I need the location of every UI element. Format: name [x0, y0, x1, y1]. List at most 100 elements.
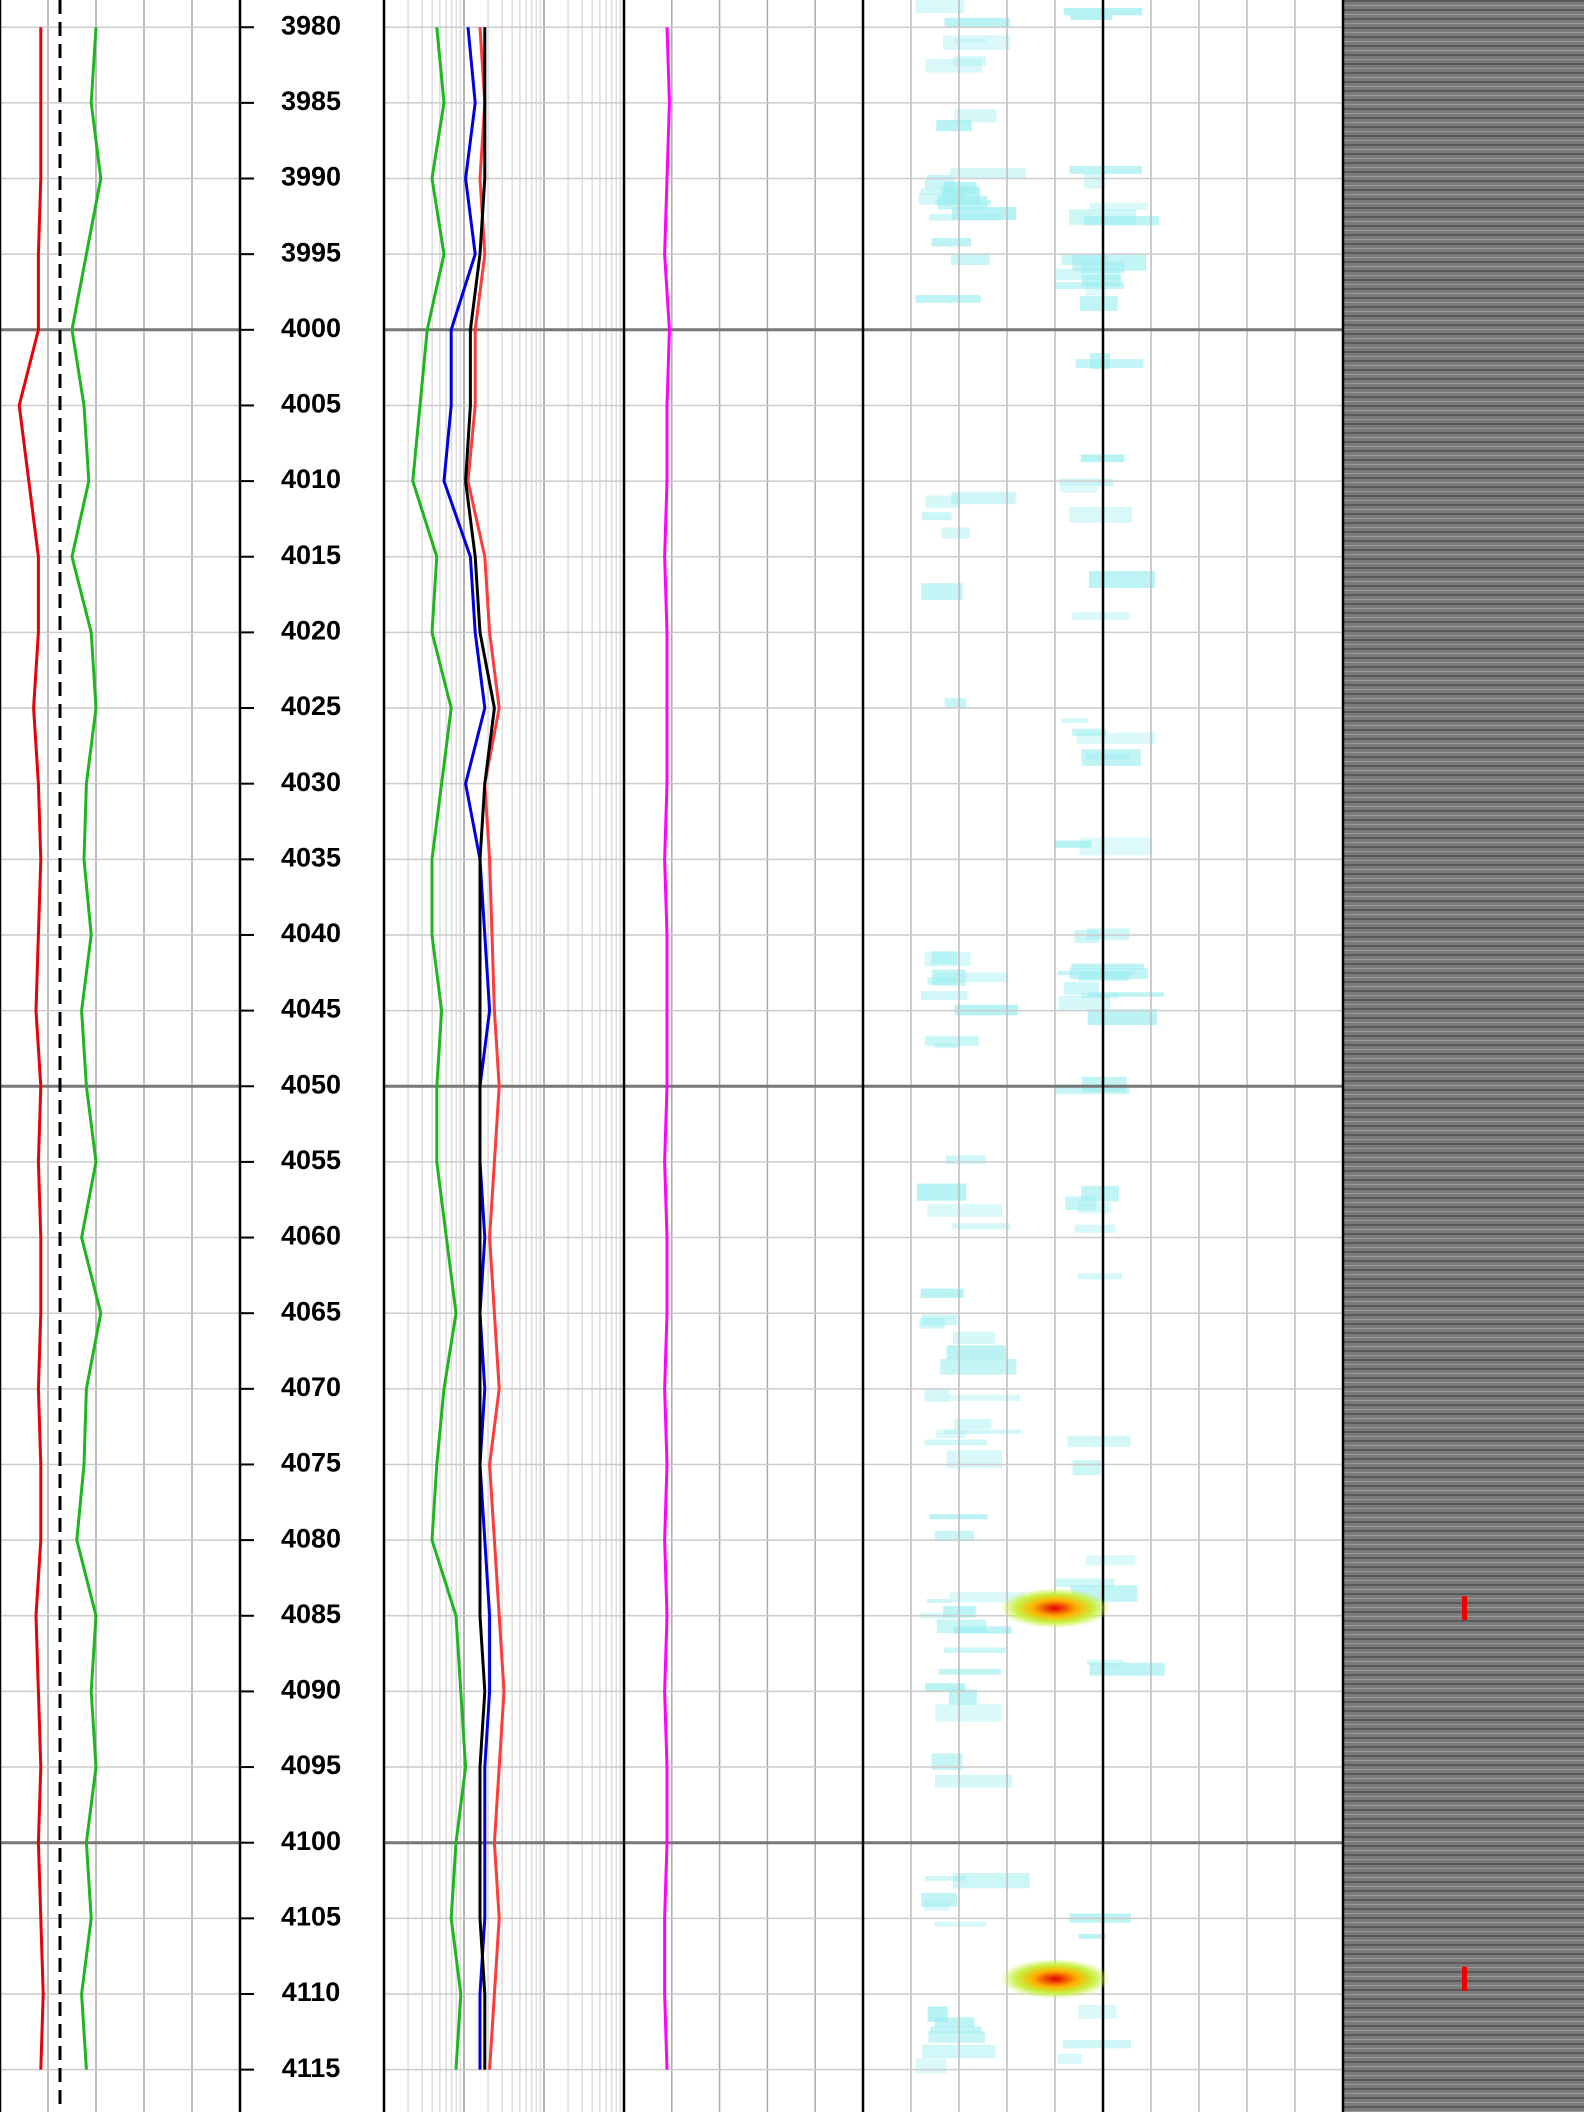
texture: [1089, 202, 1148, 211]
log-curve: [411, 27, 468, 2070]
depth-label: 3985: [281, 86, 341, 116]
texture: [920, 1288, 964, 1298]
texture: [1063, 2040, 1131, 2049]
depth-label: 4050: [281, 1069, 341, 1099]
texture: [954, 38, 986, 43]
texture: [943, 35, 1011, 51]
texture: [1063, 981, 1100, 995]
log-curve: [17, 27, 45, 2070]
depth-label: 4035: [281, 842, 341, 872]
depth-label: 4005: [281, 389, 341, 419]
log-curve: [442, 27, 492, 2070]
texture: [1079, 296, 1118, 311]
texture: [927, 1204, 1003, 1217]
texture: [1055, 1578, 1115, 1588]
texture: [934, 2017, 975, 2028]
depth-label: 4020: [281, 616, 341, 646]
texture: [1067, 1435, 1131, 1447]
texture: [924, 1439, 988, 1446]
log-curve: [464, 27, 496, 2070]
texture: [944, 1647, 1006, 1653]
depth-label: 4070: [281, 1372, 341, 1402]
texture: [934, 972, 1007, 983]
texture: [931, 237, 972, 247]
depth-label: 4105: [281, 1901, 341, 1931]
depth-label: 4075: [281, 1448, 341, 1478]
texture: [953, 55, 987, 67]
texture: [1077, 1273, 1122, 1280]
texture: [934, 1043, 958, 1049]
texture: [920, 990, 968, 1001]
texture: [1087, 1659, 1124, 1666]
texture: [1087, 992, 1165, 997]
texture: [1089, 1662, 1165, 1676]
texture: [1078, 2004, 1117, 2019]
texture: [921, 1892, 958, 1907]
texture: [931, 951, 957, 965]
texture: [1058, 995, 1111, 1010]
texture: [952, 1331, 996, 1344]
depth-label: 4010: [281, 464, 341, 494]
texture: [1055, 840, 1092, 848]
texture: [1075, 359, 1144, 368]
depth-label: 4040: [281, 918, 341, 948]
texture: [1068, 506, 1133, 523]
texture: [1055, 1084, 1130, 1095]
depth-label: 3990: [281, 162, 341, 192]
texture: [1079, 837, 1153, 856]
texture: [1071, 963, 1144, 970]
texture: [924, 1388, 949, 1402]
texture: [927, 175, 952, 180]
texture: [924, 1035, 979, 1046]
texture: [954, 1418, 992, 1430]
depth-label: 4095: [281, 1750, 341, 1780]
depth-label: 4065: [281, 1296, 341, 1326]
texture: [1057, 970, 1134, 975]
texture: [924, 1876, 966, 1881]
texture: [1085, 1555, 1136, 1566]
texture: [950, 168, 1026, 179]
texture: [915, 2058, 947, 2074]
texture: [1072, 612, 1130, 620]
texture: [930, 2026, 982, 2034]
texture: [1055, 282, 1125, 290]
texture: [924, 951, 971, 967]
texture: [935, 1703, 1002, 1722]
texture: [954, 109, 997, 123]
texture: [927, 2006, 948, 2022]
texture: [934, 1530, 975, 1542]
texture: [1088, 570, 1155, 588]
texture: [917, 1183, 967, 1201]
texture: [945, 1429, 1021, 1434]
image-marker: [1462, 1966, 1467, 1991]
depth-label: 4080: [281, 1523, 341, 1553]
image-track: [1343, 0, 1584, 2112]
texture: [1069, 165, 1143, 174]
texture: [1061, 717, 1088, 723]
texture: [923, 1901, 951, 1911]
texture: [920, 188, 962, 195]
texture: [951, 253, 990, 265]
texture: [952, 1873, 1030, 1889]
texture: [925, 179, 955, 190]
texture: [1059, 478, 1114, 487]
texture: [925, 495, 961, 509]
texture: [1072, 728, 1107, 736]
texture: [949, 1592, 1026, 1603]
texture: [946, 1345, 1006, 1360]
depth-label: 4015: [281, 540, 341, 570]
texture: [921, 512, 952, 521]
image-marker: [1462, 1596, 1467, 1621]
texture: [1057, 2053, 1083, 2064]
log-curve: [70, 27, 103, 2070]
texture: [926, 1599, 951, 1604]
texture: [925, 58, 982, 73]
texture: [1083, 216, 1160, 226]
depth-label: 4100: [281, 1826, 341, 1856]
texture: [1072, 1460, 1101, 1476]
texture: [952, 206, 1017, 220]
texture: [944, 698, 967, 709]
texture: [1087, 1009, 1157, 1026]
